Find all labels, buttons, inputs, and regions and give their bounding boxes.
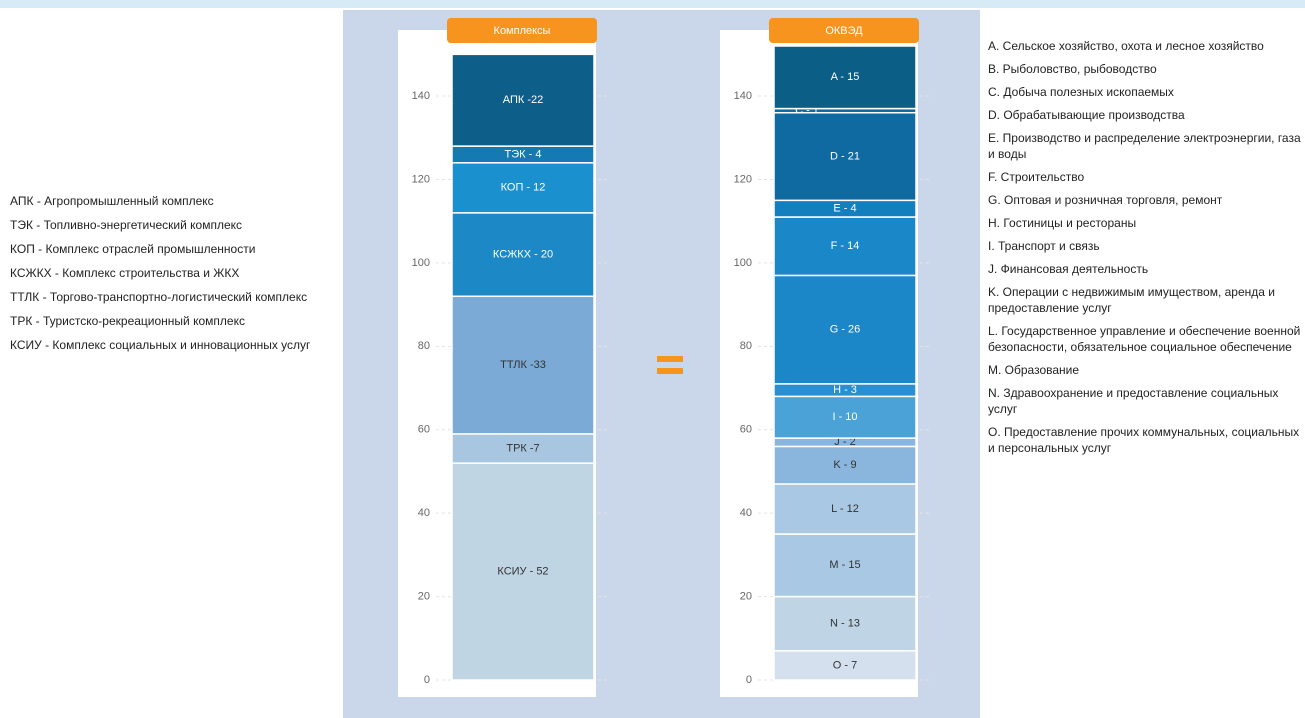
y-tick-label: 120: [734, 173, 752, 185]
segment-label: O - 7: [833, 659, 857, 671]
y-tick-label: 20: [740, 590, 752, 602]
y-tick-label: 120: [412, 173, 430, 185]
bar-segment: [773, 483, 917, 535]
segment-label: H - 3: [833, 384, 857, 396]
bar-segment: [773, 45, 917, 110]
legend-item: G. Оптовая и розничная торговля, ремонт: [988, 193, 1223, 207]
segment-label: АПК -22: [503, 94, 543, 106]
legend-item: КСЖКХ - Комплекс строительства и ЖКХ: [10, 266, 240, 280]
y-tick-label: 140: [734, 90, 752, 102]
segment-label: J - 2: [834, 436, 855, 448]
legend-item: I. Транспорт и связь: [988, 239, 1100, 253]
y-tick-label: 100: [734, 257, 752, 269]
y-tick-label: 100: [412, 257, 430, 269]
header-label: ОКВЭД: [825, 25, 863, 37]
legend-item: H. Гостиницы и рестораны: [988, 216, 1137, 230]
legend-item: ТТЛК - Торгово-транспортно-логистический…: [10, 290, 308, 304]
segment-label: L - 12: [831, 503, 859, 515]
bar-segment: [773, 216, 917, 277]
legend-item: D. Обрабатывающие производства: [988, 108, 1185, 122]
segment-label: E - 4: [833, 203, 856, 215]
top-strip: [0, 0, 1305, 8]
header-tab: [447, 18, 597, 43]
header-label: Комплексы: [494, 25, 551, 37]
bar-segment: [773, 533, 917, 598]
bar-segment: [451, 462, 595, 681]
legend-item: F. Строительство: [988, 170, 1085, 184]
y-tick-label: 60: [740, 424, 752, 436]
segment-label: M - 15: [829, 559, 860, 571]
y-tick-label: 0: [424, 674, 430, 686]
segment-label: N - 13: [830, 618, 860, 630]
legend-item: ТЭК - Топливно-энергетический комплекс: [10, 218, 243, 232]
y-tick-label: 40: [740, 507, 752, 519]
segment-label: ТЭК - 4: [505, 148, 542, 160]
bar-segment: [451, 433, 595, 464]
legend-item: КСИУ - Комплекс социальных и инновационн…: [10, 338, 311, 352]
y-tick-label: 80: [740, 340, 752, 352]
legend-item: E. Производство и распределение электроэ…: [988, 131, 1301, 161]
legend-item: L. Государственное управление и обеспече…: [988, 324, 1301, 354]
bar-segment: [773, 395, 917, 439]
segment-label: КСЖКХ - 20: [493, 248, 553, 260]
legend-item: A. Сельское хозяйство, охота и лесное хо…: [988, 39, 1264, 53]
right-legend: A. Сельское хозяйство, охота и лесное хо…: [988, 38, 1304, 463]
bar-segment: [773, 274, 917, 385]
legend-item: ТРК - Туристско-рекреационный комплекс: [10, 314, 245, 328]
bar-segment: [451, 295, 595, 435]
y-tick-label: 140: [412, 90, 430, 102]
segment-label: I - 10: [832, 411, 857, 423]
equals-sign: [657, 368, 683, 374]
equals-sign: [657, 356, 683, 362]
y-tick-label: 60: [418, 424, 430, 436]
segment-label: ТТЛК -33: [500, 359, 546, 371]
segment-label: КСИУ - 52: [497, 565, 548, 577]
legend-item: N. Здравоохранение и предоставление соци…: [988, 386, 1279, 416]
bar-segment: [773, 650, 917, 681]
segment-label: D - 21: [830, 150, 860, 162]
segment-label: G - 26: [830, 324, 861, 336]
y-tick-label: 0: [746, 674, 752, 686]
header-tab: [769, 18, 919, 43]
legend-item: АПК - Агропромышленный комплекс: [10, 194, 214, 208]
legend-item: КОП - Комплекс отраслей промышленности: [10, 242, 256, 256]
legend-item: J. Финансовая деятельность: [988, 262, 1149, 276]
segment-label: ТРК -7: [506, 442, 539, 454]
y-tick-label: 40: [418, 507, 430, 519]
y-tick-label: 80: [418, 340, 430, 352]
segment-label: A - 15: [831, 71, 860, 83]
bar-segment: [451, 212, 595, 298]
legend-item: M. Образование: [988, 363, 1080, 377]
left-legend: АПК - Агропромышленный комплекс ТЭК - Топ…: [10, 193, 340, 361]
segment-label: F - 14: [831, 240, 860, 252]
bar-segment: [773, 445, 917, 485]
segment-label: K - 9: [833, 459, 856, 471]
legend-item: C. Добыча полезных ископаемых: [988, 85, 1174, 99]
segment-label: КОП - 12: [501, 182, 546, 194]
bar-segment: [451, 53, 595, 147]
y-tick-label: 20: [418, 590, 430, 602]
bar-segment: [773, 111, 917, 202]
bar-segment: [451, 162, 595, 214]
legend-item: K. Операции с недвижимым имуществом, аре…: [988, 285, 1275, 315]
legend-item: O. Предоставление прочих коммунальных, с…: [988, 425, 1300, 455]
legend-item: B. Рыболовство, рыбоводство: [988, 62, 1157, 76]
